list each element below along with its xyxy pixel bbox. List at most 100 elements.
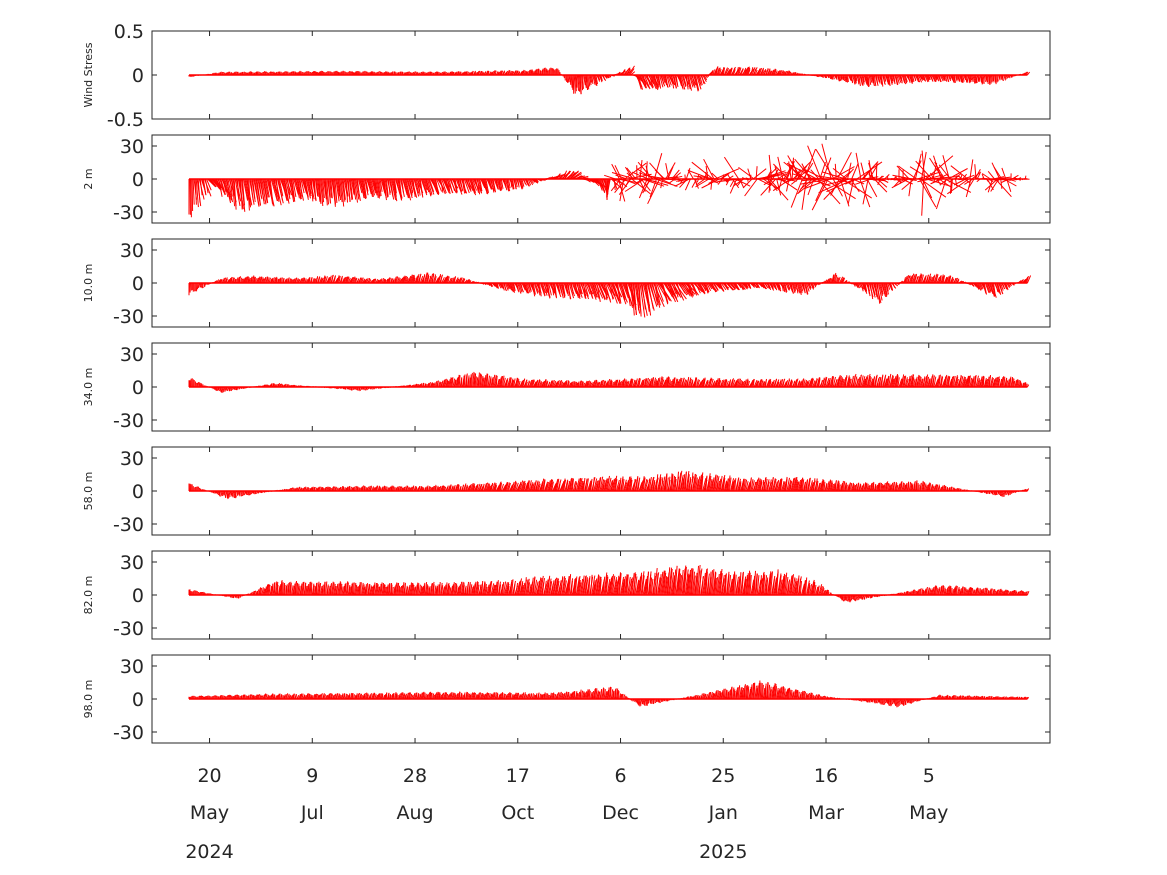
stick	[985, 379, 989, 388]
stick	[226, 490, 229, 500]
stick	[464, 484, 468, 492]
stick	[743, 478, 746, 492]
stick	[514, 178, 517, 190]
stick	[763, 575, 768, 596]
stick	[887, 483, 890, 492]
stick	[781, 480, 785, 492]
stick	[403, 276, 406, 284]
stick	[621, 476, 624, 492]
stick	[459, 277, 463, 284]
stick	[857, 282, 860, 289]
stick	[342, 277, 346, 284]
stick	[406, 278, 409, 284]
stick	[925, 485, 928, 492]
stick	[670, 572, 675, 596]
stick	[848, 594, 851, 603]
stick	[710, 178, 713, 190]
stick	[559, 379, 563, 388]
stick	[765, 379, 770, 388]
stick	[411, 274, 415, 284]
stick	[267, 584, 270, 596]
stick	[785, 380, 789, 388]
stick	[446, 584, 449, 596]
stick	[690, 568, 694, 596]
stick	[931, 74, 936, 83]
stick	[828, 278, 832, 284]
stick	[753, 282, 758, 289]
stick	[275, 178, 280, 202]
stick	[883, 282, 888, 298]
stick	[838, 276, 844, 284]
stick	[551, 580, 555, 596]
stick	[798, 381, 802, 388]
stick	[661, 74, 665, 85]
stick	[535, 68, 538, 76]
stick	[570, 580, 573, 596]
stick	[910, 374, 915, 388]
stick	[834, 379, 838, 388]
stick	[742, 380, 746, 388]
stick	[465, 178, 471, 189]
stick	[1027, 71, 1030, 76]
stick	[416, 582, 419, 596]
stick	[234, 178, 241, 206]
stick	[580, 380, 583, 388]
stick	[781, 575, 785, 596]
stick	[259, 587, 262, 596]
stick	[881, 74, 884, 87]
stick	[787, 282, 790, 291]
stick	[359, 582, 361, 596]
stick	[567, 381, 570, 388]
stick	[812, 380, 816, 388]
stick	[608, 480, 613, 492]
stick	[730, 579, 733, 596]
stick	[591, 74, 594, 84]
stick	[295, 277, 298, 284]
stick	[974, 282, 978, 288]
stick	[235, 277, 239, 284]
stick	[581, 282, 586, 299]
stick	[325, 276, 328, 284]
stick	[850, 594, 853, 601]
stick	[454, 379, 457, 388]
stick	[340, 178, 345, 207]
stick	[1001, 167, 1007, 180]
stick	[537, 379, 541, 388]
stick	[622, 580, 625, 596]
stick	[391, 485, 394, 492]
stick	[900, 481, 903, 492]
stick	[797, 381, 801, 388]
panel-2: 300-302 m	[82, 134, 1051, 224]
stick	[978, 74, 981, 82]
stick	[642, 578, 647, 596]
stick	[202, 178, 207, 195]
stick	[521, 178, 525, 187]
stick	[795, 578, 799, 596]
stick	[495, 178, 499, 190]
stick	[909, 374, 914, 388]
stick	[381, 582, 384, 596]
stick	[876, 378, 880, 388]
stick	[744, 282, 748, 288]
stick	[492, 178, 496, 192]
stick	[410, 582, 413, 596]
stick	[705, 475, 708, 492]
stick	[629, 478, 632, 492]
stick	[284, 178, 289, 201]
stick	[691, 282, 698, 294]
stick	[727, 282, 733, 290]
stick	[293, 178, 299, 195]
stick	[993, 379, 996, 388]
stick	[445, 582, 448, 596]
stick	[845, 482, 847, 492]
stick	[893, 376, 897, 388]
stick	[338, 275, 341, 284]
stick	[894, 482, 897, 492]
stick	[404, 582, 406, 596]
stick	[974, 164, 977, 180]
stick	[408, 275, 412, 284]
stick	[668, 476, 671, 492]
stick	[975, 74, 978, 83]
stick	[711, 477, 715, 492]
stick	[901, 74, 906, 84]
